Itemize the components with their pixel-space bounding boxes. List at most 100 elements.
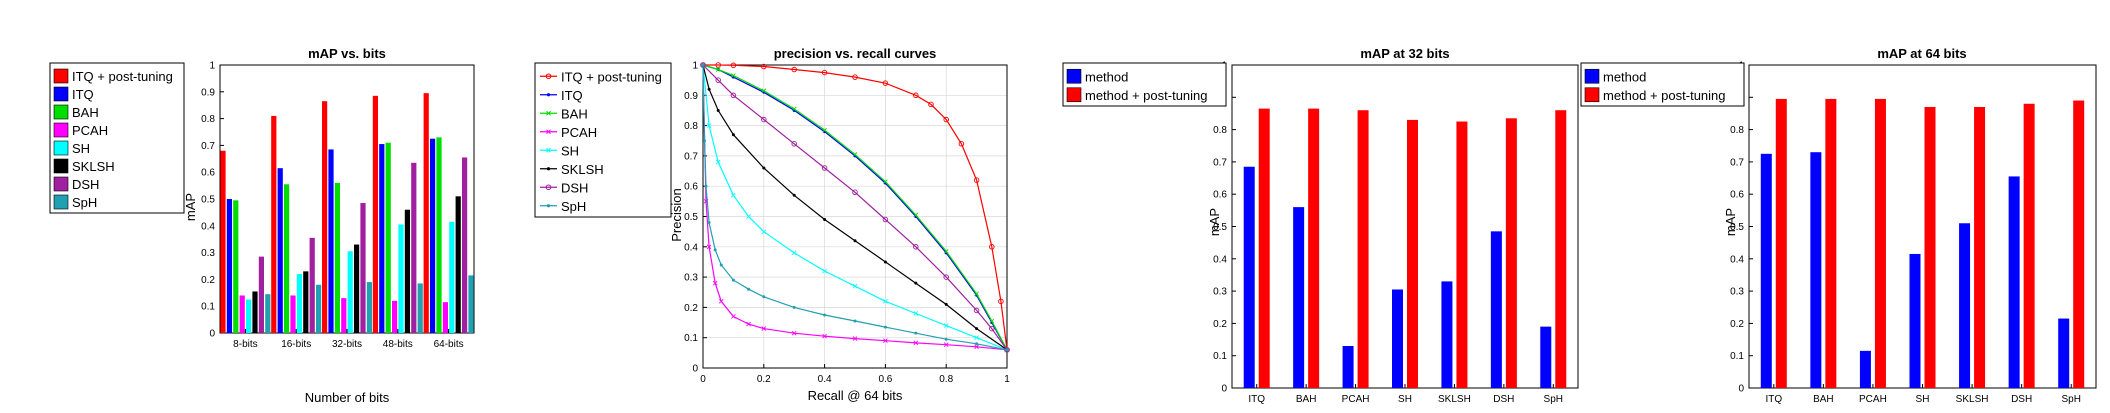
series-line (703, 64, 1008, 350)
data-point (958, 141, 965, 147)
y-tick-label: 0.1 (1213, 351, 1227, 362)
x-tick-label: 16-bits (281, 339, 311, 350)
data-point (882, 80, 889, 86)
bar (442, 302, 448, 333)
data-point (791, 250, 797, 256)
bar (334, 182, 340, 333)
x-tick-label: 48-bits (383, 339, 413, 350)
legend-label: PCAH (72, 123, 108, 138)
data-point (852, 189, 858, 196)
data-point (747, 287, 751, 291)
bar (258, 256, 264, 333)
bar (1258, 108, 1270, 388)
data-point (731, 192, 736, 198)
legend-marker (546, 93, 551, 97)
data-point (791, 330, 797, 336)
series-line (702, 64, 1008, 351)
y-tick-label: 0.5 (684, 212, 698, 223)
panel-map-64-bits: mAP at 64 bits mAP 0 0.1 0.2 0.3 0.4 0.5 0.6 0.… (1580, 46, 2097, 405)
bar (1243, 166, 1255, 388)
bar (246, 299, 252, 333)
series-line (702, 64, 1008, 351)
data-point (973, 177, 980, 183)
data-point (975, 327, 979, 331)
bar (366, 282, 372, 333)
legend-marker (546, 147, 551, 153)
bar (2058, 318, 2070, 388)
bar (290, 295, 296, 333)
x-tick-label: SH (1916, 394, 1930, 405)
bar (1490, 231, 1502, 388)
bar (1357, 110, 1369, 388)
x-tick-label: BAH (1296, 394, 1317, 405)
data-point (715, 159, 721, 165)
data-point (761, 326, 767, 331)
data-point (706, 123, 712, 128)
legend-label: SH (72, 141, 90, 156)
x-tick-label: DSH (2011, 394, 2032, 405)
bar (385, 142, 391, 333)
legend-swatch (53, 176, 69, 192)
data-point (852, 152, 858, 157)
y-axis-label: mAP (1207, 208, 1222, 236)
x-tick-label: SKLSH (1956, 394, 1989, 405)
y-tick-label: 0 (1738, 384, 1744, 395)
data-point (883, 260, 887, 264)
y-tick-label: 0.6 (201, 168, 215, 179)
bar (2023, 103, 2035, 388)
bar (379, 144, 385, 333)
y-tick-label: 0.9 (201, 87, 215, 98)
legend-label: BAH (561, 106, 588, 121)
bar (284, 184, 290, 333)
legend-label: SH (561, 143, 579, 158)
bar (1407, 119, 1418, 388)
x-tick-label: 0 (700, 374, 706, 385)
bar (1293, 207, 1305, 388)
bar (1308, 108, 1320, 388)
y-tick-label: 0.7 (1730, 157, 1744, 168)
x-tick-label: SpH (1544, 394, 1563, 405)
data-point (974, 344, 979, 350)
data-point (703, 139, 707, 143)
y-tick-label: 0.1 (1730, 351, 1744, 362)
data-point (882, 216, 889, 223)
data-point (989, 318, 995, 324)
bar (392, 300, 398, 333)
legend-swatch (53, 122, 69, 138)
bar (436, 137, 442, 333)
data-point (821, 165, 828, 171)
data-point (974, 291, 979, 297)
data-point (730, 92, 737, 99)
data-point (715, 67, 721, 72)
data-point (762, 166, 766, 170)
bar (1859, 350, 1871, 388)
legend-swatch (53, 158, 69, 174)
legend-label: ITQ + post-tuning (561, 69, 662, 84)
y-tick-label: 1 (692, 61, 698, 72)
bar (1505, 118, 1517, 389)
bar (252, 291, 258, 333)
x-tick-label: BAH (1813, 394, 1834, 405)
x-tick-label: SKLSH (1438, 394, 1471, 405)
bar (1924, 106, 1936, 389)
bar (1760, 153, 1772, 388)
legend-swatch (53, 68, 69, 84)
legend-swatch (1066, 68, 1082, 84)
data-point (746, 321, 751, 327)
data-point (792, 305, 796, 309)
data-point (791, 66, 797, 73)
data-point (928, 101, 934, 108)
bar (1959, 223, 1971, 388)
bar (1825, 98, 1837, 388)
panel-precision-recall: precision vs. recall curves Recall @ 64 … (534, 46, 1010, 403)
legend-label: method + post-tuning (1603, 88, 1726, 103)
data-point (792, 193, 796, 197)
data-point (707, 87, 711, 91)
legend-marker (546, 129, 551, 135)
y-axis-label: mAP (1723, 208, 1738, 236)
bar (1441, 281, 1453, 388)
data-point (943, 249, 949, 254)
y-tick-label: 0.5 (1213, 222, 1227, 233)
chart-title: mAP at 64 bits (1877, 46, 1966, 61)
